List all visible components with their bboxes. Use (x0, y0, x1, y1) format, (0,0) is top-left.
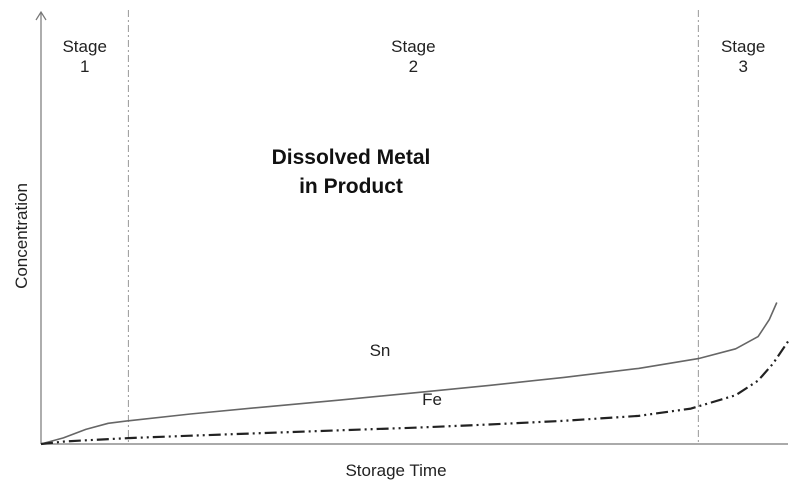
chart-title-line-1: Dissolved Metal (272, 146, 431, 169)
stage-1-label-line-2: 1 (80, 57, 89, 76)
stage-dividers (127, 10, 699, 444)
series-label-sn: Sn (370, 341, 391, 360)
stage-3-label-line-1: Stage (721, 37, 765, 56)
axes (35, 10, 788, 445)
stage-2-label-line-2: 2 (409, 57, 418, 76)
series-lines (40, 302, 789, 446)
y-axis-label: Concentration (12, 183, 31, 289)
stage-2-label-line-1: Stage (391, 37, 435, 56)
y-axis-arrow (35, 10, 47, 21)
chart-title-line-2: in Product (299, 175, 403, 198)
x-axis-label: Storage Time (345, 461, 446, 480)
series-line-fe (40, 340, 789, 446)
stage-1-label-line-1: Stage (62, 37, 106, 56)
series-line-sn (40, 302, 778, 445)
series-label-fe: Fe (422, 390, 442, 409)
stage-3-label-line-2: 3 (738, 57, 747, 76)
